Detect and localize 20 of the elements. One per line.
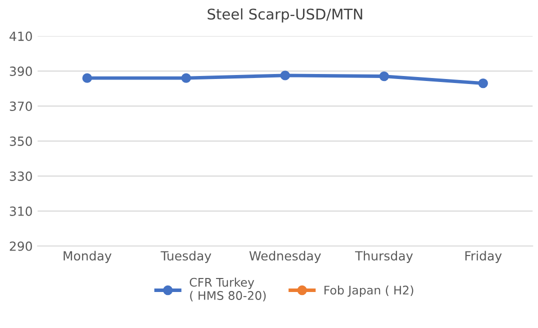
x-tick-label: Wednesday	[249, 250, 321, 263]
y-tick-label: 370	[10, 102, 32, 111]
chart-title: Steel Scarp-USD/MTN	[208, 8, 362, 22]
x-tick-label: Friday	[465, 250, 502, 263]
x-tick-label: Monday	[64, 250, 112, 263]
point	[181, 73, 192, 83]
y-tick-label: 330	[10, 172, 32, 181]
y-tick-label: 350	[10, 136, 32, 146]
point	[478, 78, 488, 88]
legend-label: Fob Japan ( H2)	[324, 285, 414, 297]
y-tick-label: 290	[10, 241, 32, 251]
y-tick-label: 390	[10, 66, 32, 76]
point	[280, 70, 290, 80]
y-tick-label: 310	[10, 206, 32, 216]
point	[82, 73, 92, 83]
legend-label: CFR Turkey ( HMS 80-20)	[190, 278, 266, 302]
x-tick-label: Thursday	[355, 250, 413, 263]
x-tick-label: Tuesday	[160, 250, 212, 263]
y-tick-label: 410	[10, 32, 32, 42]
point	[379, 71, 389, 82]
